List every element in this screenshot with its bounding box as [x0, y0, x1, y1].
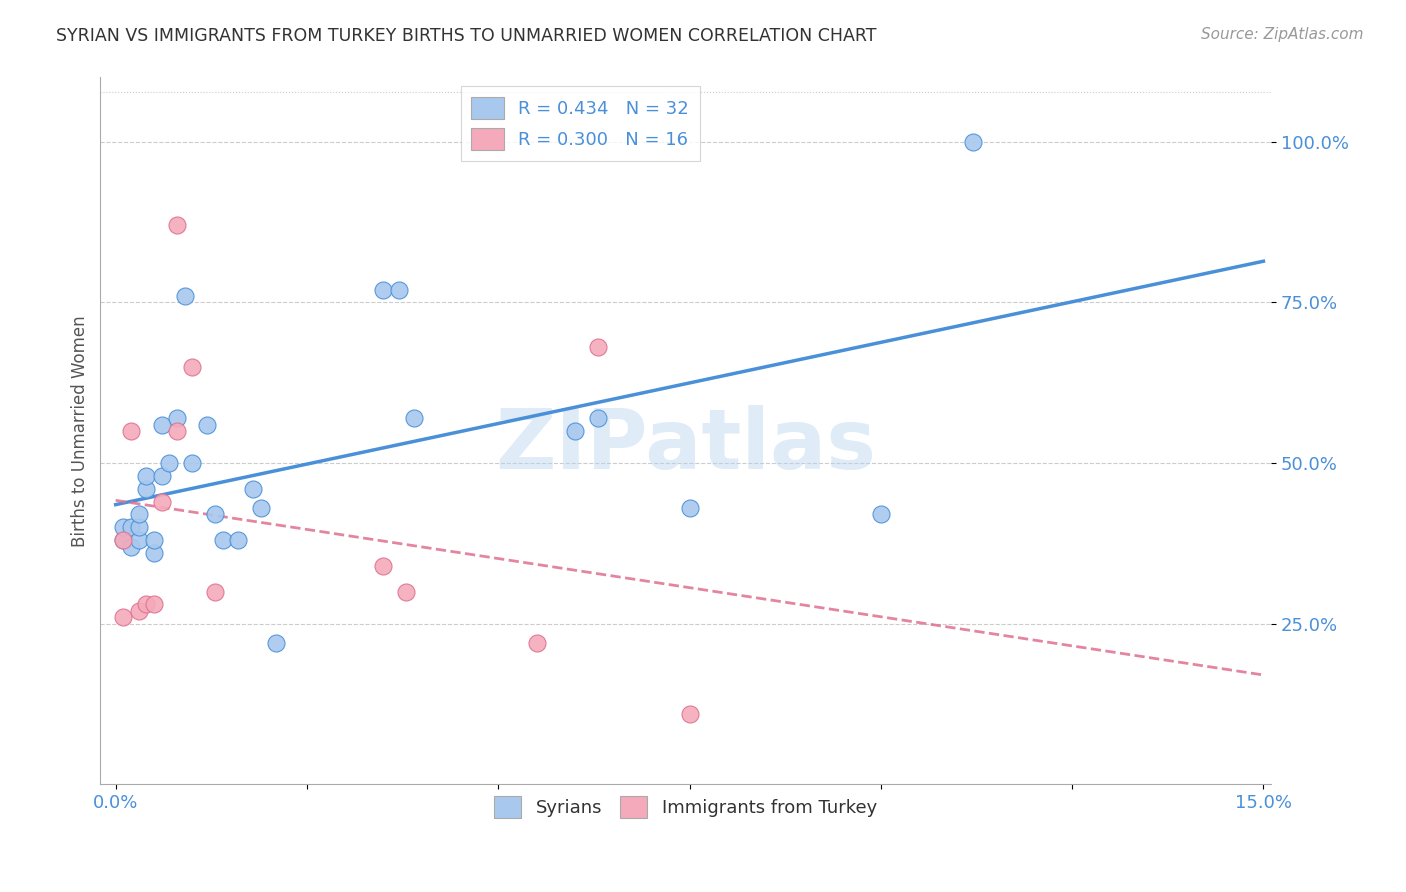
Point — [211, 533, 233, 548]
Point — [157, 456, 180, 470]
Point — [204, 508, 226, 522]
Point — [204, 584, 226, 599]
Point — [135, 482, 157, 496]
Point — [388, 283, 411, 297]
Point — [128, 508, 150, 522]
Point — [120, 424, 142, 438]
Point — [181, 359, 204, 374]
Point — [373, 283, 395, 297]
Text: ZIPatlas: ZIPatlas — [495, 405, 876, 485]
Point — [135, 598, 157, 612]
Point — [120, 540, 142, 554]
Point — [250, 501, 273, 516]
Point — [166, 424, 188, 438]
Text: SYRIAN VS IMMIGRANTS FROM TURKEY BIRTHS TO UNMARRIED WOMEN CORRELATION CHART: SYRIAN VS IMMIGRANTS FROM TURKEY BIRTHS … — [56, 27, 877, 45]
Point — [678, 706, 700, 721]
Point — [112, 520, 135, 534]
Point — [112, 533, 135, 548]
Point — [166, 219, 188, 233]
Point — [678, 501, 700, 516]
Point — [150, 494, 173, 508]
Point — [112, 533, 135, 548]
Point — [869, 508, 891, 522]
Point — [586, 340, 609, 354]
Point — [173, 289, 195, 303]
Point — [266, 636, 288, 650]
Point — [120, 520, 142, 534]
Point — [128, 604, 150, 618]
Point — [128, 533, 150, 548]
Point — [197, 417, 219, 432]
Point — [142, 533, 165, 548]
Point — [404, 411, 426, 425]
Point — [150, 417, 173, 432]
Point — [395, 584, 418, 599]
Point — [150, 469, 173, 483]
Point — [242, 482, 264, 496]
Point — [181, 456, 204, 470]
Point — [166, 411, 188, 425]
Legend: Syrians, Immigrants from Turkey: Syrians, Immigrants from Turkey — [486, 789, 884, 825]
Point — [142, 546, 165, 560]
Point — [962, 135, 984, 149]
Point — [373, 558, 395, 573]
Point — [586, 411, 609, 425]
Point — [526, 636, 548, 650]
Point — [564, 424, 586, 438]
Y-axis label: Births to Unmarried Women: Births to Unmarried Women — [72, 315, 89, 547]
Point — [128, 520, 150, 534]
Point — [135, 469, 157, 483]
Point — [112, 610, 135, 624]
Point — [142, 598, 165, 612]
Text: Source: ZipAtlas.com: Source: ZipAtlas.com — [1201, 27, 1364, 42]
Point — [226, 533, 249, 548]
